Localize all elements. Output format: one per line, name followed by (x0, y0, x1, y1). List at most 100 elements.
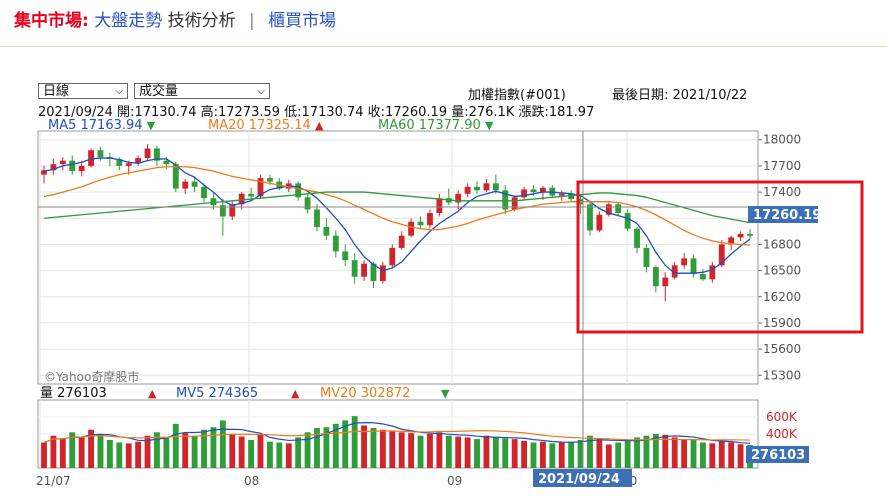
candle-body (747, 233, 753, 236)
volume-bar (314, 428, 320, 468)
volume-bar (652, 434, 659, 468)
volume-bar (229, 434, 236, 468)
volume-bar (709, 443, 716, 468)
volume-bar (577, 439, 584, 468)
volume-bar (295, 437, 302, 468)
indicator-select-value: 成交量 (139, 84, 179, 99)
down-triangle-icon: ▼ (441, 387, 450, 400)
volume-bar (539, 441, 546, 468)
volume-bar (615, 442, 622, 468)
period-select[interactable]: 日線 ⌵ (38, 83, 128, 99)
nav-link-index-trend[interactable]: 大盤走勢 (94, 11, 163, 31)
down-triangle-icon: ▼ (146, 119, 156, 132)
candle-body (568, 193, 575, 200)
candle-body (69, 160, 76, 172)
volume-bar (389, 430, 396, 468)
candle-body (662, 277, 669, 287)
price-tick-label: 16800 (763, 237, 801, 251)
price-tick-label: 15300 (763, 368, 801, 382)
x-tick-label: 21/07 (36, 474, 71, 488)
header-divider (0, 46, 887, 47)
candle-body (144, 148, 151, 159)
candle-body (154, 148, 160, 161)
candle-body (229, 204, 236, 217)
candle-body (492, 183, 499, 191)
volume-label: 量 276103 (40, 386, 107, 401)
date-badge-bg (533, 469, 632, 487)
x-tick-label: 09 (447, 474, 462, 488)
candle-body (596, 214, 603, 231)
candle-body (709, 265, 716, 280)
volume-bar (417, 435, 424, 468)
volume-bar (154, 432, 160, 468)
candle-body (323, 226, 330, 236)
up-triangle-icon: ▲ (148, 387, 157, 400)
ma20-label: MA20 17325.14 (208, 118, 311, 133)
candle-body (78, 165, 85, 172)
volume-bar (445, 435, 452, 468)
indicator-select[interactable]: 成交量 ⌵ (134, 83, 270, 99)
volume-bar (88, 429, 94, 468)
volume-bar (549, 443, 556, 468)
price-tick-label: 16200 (763, 290, 801, 304)
candle-body (417, 221, 424, 226)
candle-body (455, 193, 462, 203)
price-tick-label: 15900 (763, 316, 801, 330)
volume-bar (276, 442, 283, 468)
volume-bar (144, 435, 151, 468)
volume-bar (50, 435, 57, 468)
mv20-line (43, 430, 751, 444)
volume-bar (464, 437, 471, 468)
up-triangle-icon: ▲ (291, 387, 300, 400)
candle-body (427, 213, 433, 226)
nav-link-otc-market[interactable]: 櫃買市場 (268, 11, 337, 31)
volume-bar (671, 437, 678, 468)
candle-body (671, 265, 678, 278)
volume-bar (568, 441, 575, 468)
volume-bar (474, 439, 480, 468)
volume-bar (643, 435, 650, 468)
volume-bar (370, 428, 377, 468)
volume-bar (285, 443, 292, 468)
volume-bar (361, 425, 367, 468)
candle-body (116, 158, 123, 166)
volume-bar (219, 420, 226, 468)
volume-bar (97, 434, 104, 468)
candle-body (191, 181, 198, 187)
candle-body (737, 233, 744, 238)
candle-body (652, 267, 659, 287)
volume-bar (78, 437, 85, 468)
candle-body (97, 150, 104, 158)
volume-bar (257, 434, 264, 468)
price-tick-label: 15600 (763, 342, 801, 356)
volume-bar (248, 439, 255, 468)
nav-link-technical-analysis[interactable]: 技術分析 (167, 11, 236, 31)
volume-bar (332, 423, 339, 468)
volume-bar (530, 442, 537, 468)
candle-body (182, 181, 189, 189)
volume-bar (728, 442, 735, 468)
volume-bar (511, 439, 518, 468)
volume-bar (106, 439, 113, 468)
ma5-line (43, 157, 751, 274)
candle-body (314, 209, 320, 227)
volume-bar (605, 444, 612, 468)
market-nav: 集中市場: 大盤走勢 技術分析 | 櫃買市場 (14, 6, 336, 31)
volume-bar (379, 429, 386, 468)
candle-body (643, 247, 650, 268)
down-triangle-icon: ▼ (484, 119, 494, 132)
volume-bar (69, 432, 76, 468)
volume-bar (483, 435, 490, 468)
price-badge: 17260.19 (753, 208, 821, 223)
volume-bar (116, 442, 123, 468)
candle-body (342, 251, 349, 261)
volume-bar (737, 444, 744, 468)
candle-body (464, 186, 471, 194)
volume-bar (304, 432, 311, 468)
nav-separator: | (249, 11, 255, 31)
volume-bar (172, 423, 179, 468)
candle-body (690, 258, 697, 275)
candle-body (361, 263, 367, 277)
candle-body (483, 183, 490, 191)
candle-body (351, 260, 358, 277)
